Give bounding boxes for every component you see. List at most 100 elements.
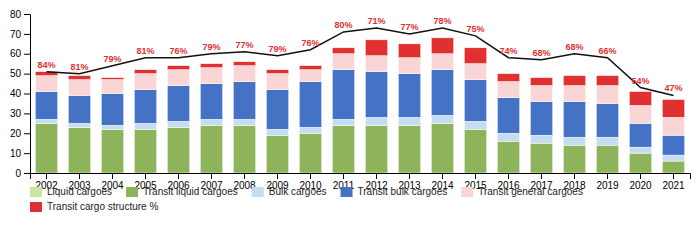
- legend-item: Transit liquid cargoes: [126, 186, 238, 197]
- bar: [596, 76, 618, 86]
- bar: [167, 66, 189, 70]
- y-tick-mark: [24, 133, 30, 134]
- y-axis-line: [24, 15, 31, 174]
- bar: [497, 82, 519, 98]
- x-tick-mark: [673, 173, 674, 179]
- bar: [662, 161, 684, 173]
- x-tick-mark: [442, 173, 443, 179]
- bar: [365, 72, 387, 118]
- plot-area: 0102030405060708020022003200420052006200…: [10, 9, 691, 191]
- bar-series: [35, 38, 684, 118]
- x-tick-label: 2019: [596, 180, 619, 191]
- bar: [233, 62, 255, 66]
- bar: [233, 125, 255, 173]
- y-tick-mark: [24, 74, 30, 75]
- annotation: 68%: [565, 42, 583, 52]
- y-tick-label: 60: [10, 48, 22, 59]
- bar: [563, 86, 585, 102]
- legend-swatch: [461, 187, 473, 197]
- bar: [35, 76, 57, 92]
- bar: [662, 117, 684, 135]
- bar: [431, 70, 453, 116]
- y-axis: 01020304050607080: [10, 9, 31, 179]
- bar-series: [35, 70, 684, 155]
- annotation: 79%: [268, 44, 286, 54]
- annotation: 78%: [433, 16, 451, 26]
- bar: [398, 74, 420, 118]
- bar: [68, 76, 90, 80]
- legend-swatch: [126, 187, 138, 197]
- bar: [299, 70, 321, 82]
- x-tick-label: 2020: [629, 180, 652, 191]
- y-tick-label: 50: [10, 68, 22, 79]
- bar: [332, 119, 354, 125]
- bar: [596, 145, 618, 173]
- annotation: 84%: [37, 60, 55, 70]
- annotation: 81%: [136, 46, 154, 56]
- bar: [464, 129, 486, 173]
- legend-label: Transit bulk cargoes: [358, 186, 448, 197]
- y-tick-mark: [24, 54, 30, 55]
- bar: [563, 101, 585, 137]
- bar: [101, 80, 123, 94]
- legend-item: Transit bulk cargoes: [341, 186, 448, 197]
- y-tick-label: 20: [10, 128, 22, 139]
- bar: [497, 141, 519, 173]
- bar: [134, 123, 156, 129]
- bar: [629, 147, 651, 153]
- x-tick-mark: [310, 173, 311, 179]
- x-tick-mark: [607, 173, 608, 179]
- y-tick: 10: [10, 148, 30, 159]
- annotation: 66%: [598, 46, 616, 56]
- bar: [398, 44, 420, 58]
- legend-swatch: [252, 187, 264, 197]
- bar: [431, 123, 453, 173]
- annotation: 74%: [499, 46, 517, 56]
- bar: [464, 80, 486, 122]
- y-tick: 60: [10, 48, 30, 59]
- bar: [299, 82, 321, 128]
- annotation: 79%: [103, 54, 121, 64]
- bar: [629, 123, 651, 147]
- bar: [101, 78, 123, 80]
- x-tick: 2019: [596, 173, 619, 191]
- x-tick-mark: [244, 173, 245, 179]
- bar: [596, 86, 618, 104]
- bar: [266, 135, 288, 173]
- bar: [464, 64, 486, 80]
- bar: [266, 129, 288, 135]
- x-tick-mark: [574, 173, 575, 179]
- annotation: 81%: [70, 62, 88, 72]
- x-tick-mark: [277, 173, 278, 179]
- bar: [134, 70, 156, 74]
- legend-label: Transit general cargoes: [478, 186, 583, 197]
- y-tick-label: 40: [10, 88, 22, 99]
- annotations: 84%81%79%81%76%79%77%79%76%80%71%77%78%7…: [37, 16, 682, 94]
- bar: [266, 90, 288, 130]
- y-tick-mark: [24, 94, 30, 95]
- bar: [596, 103, 618, 137]
- bar: [167, 86, 189, 122]
- legend-item: Transit cargo structure %: [30, 201, 158, 212]
- bar: [398, 58, 420, 74]
- bar: [563, 137, 585, 145]
- bar: [134, 90, 156, 124]
- bar: [530, 135, 552, 143]
- y-tick: 80: [10, 9, 30, 20]
- x-tick-mark: [475, 173, 476, 179]
- bar: [497, 74, 519, 82]
- annotation: 77%: [235, 40, 253, 50]
- annotation: 76%: [169, 46, 187, 56]
- bar: [464, 121, 486, 129]
- legend-swatch: [341, 187, 353, 197]
- bar-series: [35, 123, 684, 173]
- y-tick: 70: [10, 29, 30, 40]
- y-tick-label: 80: [10, 9, 22, 20]
- y-tick-label: 10: [10, 148, 22, 159]
- legend-label: Liquid cargoes: [47, 186, 112, 197]
- bar: [563, 145, 585, 173]
- bar: [134, 74, 156, 90]
- y-tick-label: 0: [15, 168, 21, 179]
- y-tick-mark: [24, 153, 30, 154]
- y-tick: 50: [10, 68, 30, 79]
